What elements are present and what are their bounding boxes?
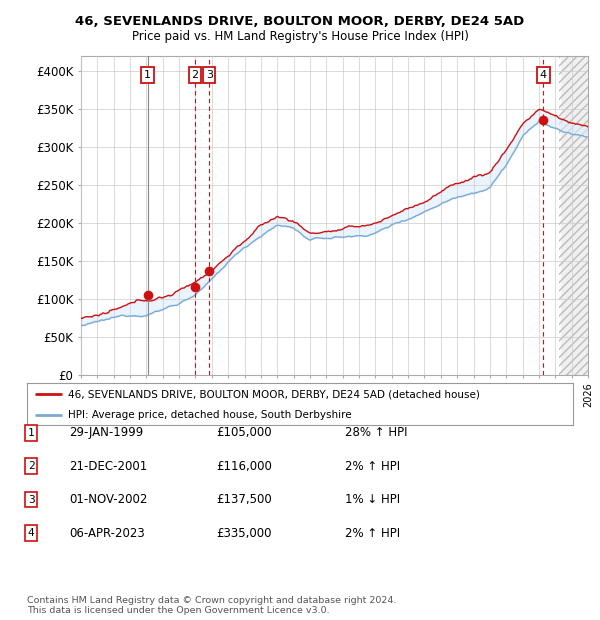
Text: 2: 2 — [28, 461, 35, 471]
Text: 3: 3 — [206, 70, 213, 80]
Text: 29-JAN-1999: 29-JAN-1999 — [69, 427, 143, 439]
Text: 2: 2 — [191, 70, 199, 80]
Text: 28% ↑ HPI: 28% ↑ HPI — [345, 427, 407, 439]
Text: 06-APR-2023: 06-APR-2023 — [69, 527, 145, 539]
Text: £335,000: £335,000 — [216, 527, 271, 539]
Text: 2% ↑ HPI: 2% ↑ HPI — [345, 527, 400, 539]
Text: £137,500: £137,500 — [216, 494, 272, 506]
Text: £116,000: £116,000 — [216, 460, 272, 472]
Text: 1: 1 — [28, 428, 35, 438]
Text: 46, SEVENLANDS DRIVE, BOULTON MOOR, DERBY, DE24 5AD (detached house): 46, SEVENLANDS DRIVE, BOULTON MOOR, DERB… — [68, 389, 480, 399]
Text: 46, SEVENLANDS DRIVE, BOULTON MOOR, DERBY, DE24 5AD: 46, SEVENLANDS DRIVE, BOULTON MOOR, DERB… — [76, 15, 524, 28]
Bar — [559, 56, 588, 375]
Text: 3: 3 — [28, 495, 35, 505]
Text: 21-DEC-2001: 21-DEC-2001 — [69, 460, 147, 472]
Text: 4: 4 — [28, 528, 35, 538]
Text: Contains HM Land Registry data © Crown copyright and database right 2024.
This d: Contains HM Land Registry data © Crown c… — [27, 596, 397, 615]
Text: HPI: Average price, detached house, South Derbyshire: HPI: Average price, detached house, Sout… — [68, 410, 352, 420]
Text: 4: 4 — [540, 70, 547, 80]
Text: 01-NOV-2002: 01-NOV-2002 — [69, 494, 148, 506]
Text: 1% ↓ HPI: 1% ↓ HPI — [345, 494, 400, 506]
Text: £105,000: £105,000 — [216, 427, 272, 439]
Text: 1: 1 — [144, 70, 151, 80]
Text: Price paid vs. HM Land Registry's House Price Index (HPI): Price paid vs. HM Land Registry's House … — [131, 30, 469, 43]
Text: 2% ↑ HPI: 2% ↑ HPI — [345, 460, 400, 472]
